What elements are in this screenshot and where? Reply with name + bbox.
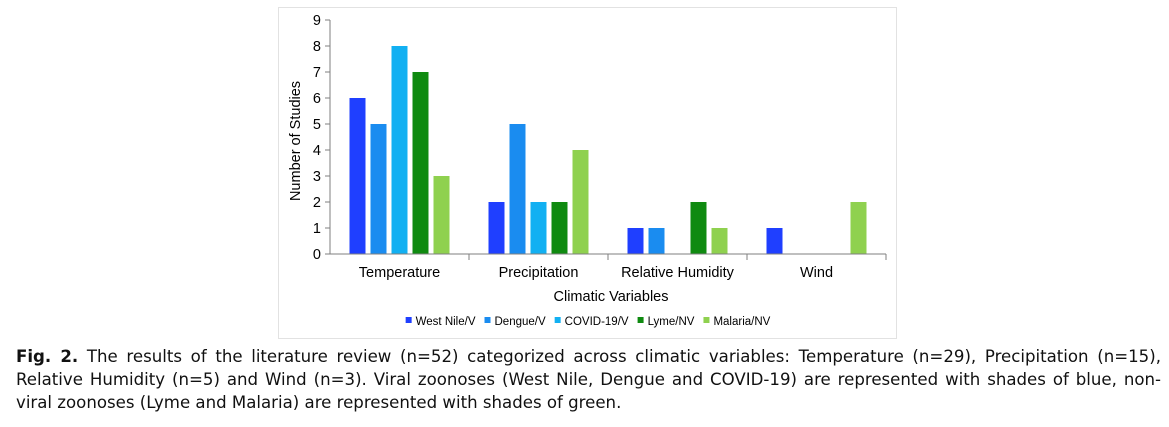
- bar-covid-19-v-precipitation: [530, 202, 547, 254]
- x-category-label: Relative Humidity: [621, 265, 735, 281]
- legend-label-dengue-v: Dengue/V: [495, 316, 546, 328]
- bar-lyme-nv-relative-humidity: [690, 202, 707, 254]
- bar-malaria-nv-wind: [850, 202, 867, 254]
- y-tick-label: 4: [313, 143, 321, 159]
- legend-label-west-nile-v: West Nile/V: [416, 316, 476, 328]
- y-tick-label: 7: [313, 65, 321, 81]
- y-tick-label: 9: [313, 13, 321, 29]
- caption-label: Fig. 2.: [16, 347, 79, 366]
- legend-swatch-malaria-nv: [703, 317, 710, 323]
- bar-covid-19-v-temperature: [391, 46, 408, 254]
- figure-caption: Fig. 2. The results of the literature re…: [16, 345, 1161, 414]
- y-axis-label: Number of Studies: [288, 81, 304, 201]
- bar-west-nile-v-temperature: [349, 98, 366, 254]
- x-category-label: Wind: [800, 265, 833, 281]
- y-tick-label: 0: [313, 247, 321, 263]
- bars: [349, 46, 867, 254]
- y-tick-label: 5: [313, 117, 321, 133]
- bar-lyme-nv-precipitation: [551, 202, 568, 254]
- legend-label-lyme-nv: Lyme/NV: [648, 316, 695, 328]
- x-category-label: Precipitation: [499, 265, 579, 281]
- bar-dengue-v-precipitation: [509, 124, 526, 254]
- y-tick-label: 8: [313, 39, 321, 55]
- x-axis-categories: Temperature Precipitation Relative Humidit…: [359, 265, 833, 281]
- y-tick-label: 3: [313, 169, 321, 185]
- bar-malaria-nv-temperature: [433, 176, 450, 254]
- legend-swatch-covid-19-v: [554, 317, 561, 323]
- bar-west-nile-v-relative-humidity: [627, 228, 644, 254]
- bar-malaria-nv-precipitation: [572, 150, 589, 254]
- x-category-label: Temperature: [359, 265, 440, 281]
- y-tick-label: 6: [313, 91, 321, 107]
- y-tick-label: 1: [313, 221, 321, 237]
- legend-swatch-dengue-v: [484, 317, 491, 323]
- x-axis-label: Climatic Variables: [554, 289, 669, 305]
- axes: [329, 20, 887, 260]
- legend-label-covid-19-v: COVID-19/V: [565, 316, 629, 328]
- y-axis-ticks: 0 1 2 3 4 5 6 7 8 9: [313, 13, 330, 263]
- legend-swatch-west-nile-v: [405, 317, 412, 323]
- bar-malaria-nv-relative-humidity: [711, 228, 728, 254]
- bar-chart: 0 1 2 3 4 5 6 7 8 9 Temperature Precipitation Relat…: [288, 13, 887, 328]
- bar-west-nile-v-precipitation: [488, 202, 505, 254]
- legend-swatch-lyme-nv: [637, 317, 644, 323]
- bar-west-nile-v-wind: [766, 228, 783, 254]
- bar-dengue-v-relative-humidity: [648, 228, 665, 254]
- legend: West Nile/V Dengue/V COVID-19/V Lyme/NV Mala…: [405, 316, 771, 328]
- bar-lyme-nv-temperature: [412, 72, 429, 254]
- y-tick-label: 2: [313, 195, 321, 211]
- legend-label-malaria-nv: Malaria/NV: [713, 316, 770, 328]
- bar-dengue-v-temperature: [370, 124, 387, 254]
- caption-text: The results of the literature review (n=…: [16, 347, 1161, 412]
